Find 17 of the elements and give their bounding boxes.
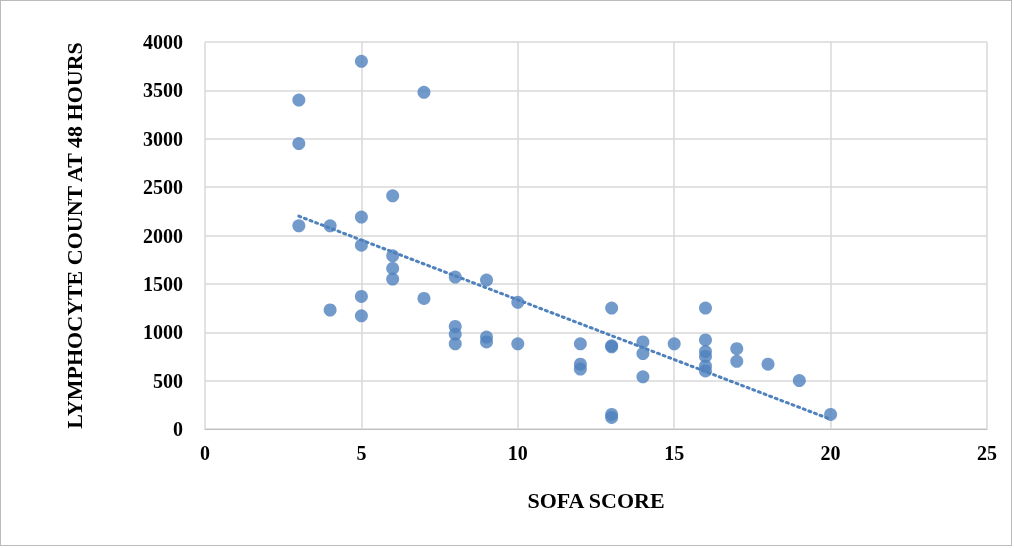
y-tick-label: 3000	[143, 127, 183, 150]
y-axis-title: LYMPHOCYTE COUNT AT 48 HOURS	[61, 42, 87, 429]
x-axis-title: SOFA SCORE	[527, 487, 665, 513]
x-tick-label: 0	[200, 442, 210, 464]
y-tick-label: 1500	[143, 272, 183, 295]
y-tick-label: 3500	[143, 79, 183, 102]
y-tick-label: 0	[173, 418, 183, 440]
y-tick-label: 1000	[143, 321, 183, 344]
x-tick-label: 15	[664, 442, 685, 464]
y-tick-label: 2500	[143, 176, 183, 199]
y-tick-label: 2000	[143, 224, 183, 247]
x-tick-label: 5	[356, 442, 367, 464]
x-tick-label: 10	[507, 442, 528, 464]
y-tick-label: 4000	[143, 31, 183, 53]
y-tick-label: 500	[153, 369, 183, 392]
x-tick-label: 20	[820, 442, 841, 464]
x-tick-label: 25	[977, 442, 997, 464]
